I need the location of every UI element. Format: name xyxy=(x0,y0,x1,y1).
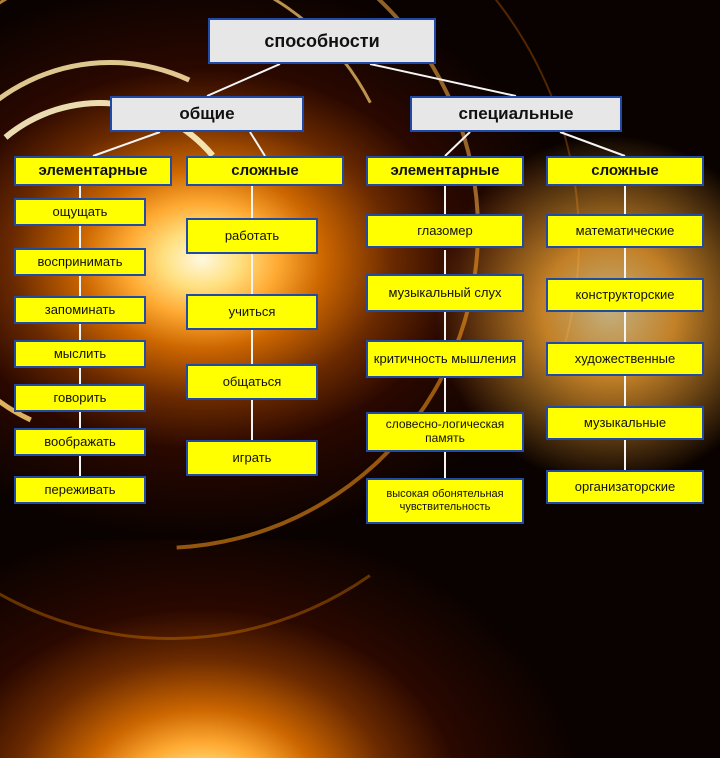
cell-gen-complex: играть xyxy=(186,440,318,476)
cell-gen-elem: запоминать xyxy=(14,296,146,324)
cell-gen-elem: говорить xyxy=(14,384,146,412)
cell-spec-elem: словесно-логическая память xyxy=(366,412,524,452)
header-special-elementary: элементарные xyxy=(366,156,524,186)
header-special-complex: сложные xyxy=(546,156,704,186)
cell-gen-complex: работать xyxy=(186,218,318,254)
cell-gen-complex: общаться xyxy=(186,364,318,400)
header-general-complex: сложные xyxy=(186,156,344,186)
cell-spec-elem: глазомер xyxy=(366,214,524,248)
cell-spec-complex: конструкторские xyxy=(546,278,704,312)
cell-gen-elem: воображать xyxy=(14,428,146,456)
cell-spec-elem: музыкальный слух xyxy=(366,274,524,312)
root-node: способности xyxy=(208,18,436,64)
cell-spec-complex: музыкальные xyxy=(546,406,704,440)
cell-gen-complex: учиться xyxy=(186,294,318,330)
cell-spec-complex: художественные xyxy=(546,342,704,376)
cell-gen-elem: ощущать xyxy=(14,198,146,226)
cell-gen-elem: переживать xyxy=(14,476,146,504)
cell-gen-elem: воспринимать xyxy=(14,248,146,276)
branch-special: специальные xyxy=(410,96,622,132)
header-general-elementary: элементарные xyxy=(14,156,172,186)
cell-spec-elem: критичность мышления xyxy=(366,340,524,378)
cell-spec-complex: математические xyxy=(546,214,704,248)
cell-spec-elem: высокая обонятельная чувствительность xyxy=(366,478,524,524)
cell-spec-complex: организаторские xyxy=(546,470,704,504)
cell-gen-elem: мыслить xyxy=(14,340,146,368)
branch-general: общие xyxy=(110,96,304,132)
